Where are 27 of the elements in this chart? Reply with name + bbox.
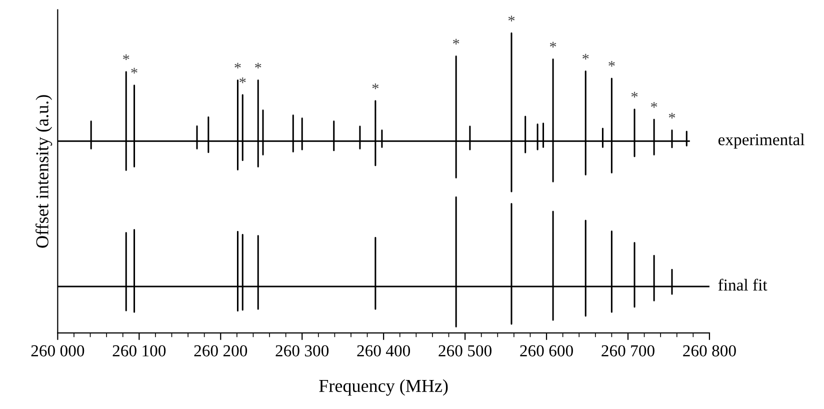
annotation: * — [650, 102, 658, 108]
x-tick-label: 260 800 — [683, 345, 736, 356]
annotation: * — [608, 61, 615, 67]
annotation: * — [131, 68, 138, 74]
annotation: * — [550, 42, 556, 48]
x-tick-label: 260 100 — [112, 345, 166, 356]
annotation: * — [240, 78, 246, 84]
x-tick-label: 260 300 — [276, 345, 329, 356]
annotation: * — [453, 38, 460, 44]
annotation: * — [668, 112, 676, 118]
x-tick-label: 260 200 — [194, 345, 248, 356]
series-label: final fit — [718, 278, 768, 291]
series-label: experimental — [718, 134, 804, 149]
x-tick-label: 260 700 — [602, 345, 654, 356]
annotation: * — [234, 62, 241, 68]
x-tick-label: 260 600 — [520, 345, 573, 356]
annotation: * — [582, 54, 589, 60]
annotation: * — [508, 16, 515, 22]
y-axis-title: Offset intensity (a.u.) — [36, 95, 52, 248]
x-tick-label: 260 000 — [31, 345, 84, 356]
x-axis-title: Frequency (MHz) — [319, 379, 448, 396]
annotation: * — [631, 92, 638, 98]
annotation: * — [255, 62, 262, 68]
annotation: * — [372, 84, 379, 90]
x-tick-label: 260 500 — [438, 345, 492, 356]
annotation: * — [123, 54, 130, 60]
x-tick-label: 260 400 — [357, 345, 410, 356]
